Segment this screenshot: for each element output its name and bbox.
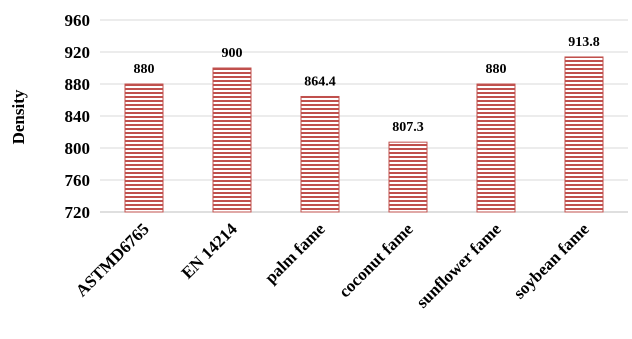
y-tick-label: 720: [65, 203, 91, 222]
y-axis-ticks: 720 760 800 840 880 920 960: [65, 11, 91, 222]
x-tick-label: sunflower fame: [412, 219, 505, 312]
x-tick-label: ASTMD6765: [72, 219, 153, 300]
data-label: 864.4: [304, 74, 336, 89]
x-tick-label: EN 14214: [178, 219, 242, 283]
bar: [212, 67, 252, 213]
bar: [300, 95, 340, 213]
y-axis-title: Density: [9, 89, 28, 144]
y-tick-label: 760: [65, 171, 91, 190]
x-tick-label: palm fame: [261, 219, 329, 287]
data-label: 900: [222, 46, 243, 61]
x-tick-label: soybean fame: [510, 219, 594, 303]
gridlines: [100, 19, 628, 213]
data-label: 880: [486, 62, 507, 77]
y-tick-label: 840: [65, 107, 91, 126]
x-tick-label: coconut fame: [335, 219, 417, 301]
bar: [476, 83, 516, 213]
data-label: 913.8: [568, 35, 600, 50]
y-tick-label: 800: [65, 139, 91, 158]
bar: [124, 83, 164, 213]
data-label: 880: [134, 62, 155, 77]
bar: [388, 141, 428, 213]
data-labels: 880 900 864.4 807.3 880 913.8: [134, 35, 600, 135]
x-axis-labels: ASTMD6765 EN 14214 palm fame coconut famesu…: [72, 219, 593, 312]
bar: [564, 56, 604, 213]
bars: [124, 56, 604, 213]
y-tick-label: 960: [65, 11, 91, 30]
data-label: 807.3: [392, 120, 424, 135]
y-tick-label: 880: [65, 75, 91, 94]
y-tick-label: 920: [65, 43, 91, 62]
